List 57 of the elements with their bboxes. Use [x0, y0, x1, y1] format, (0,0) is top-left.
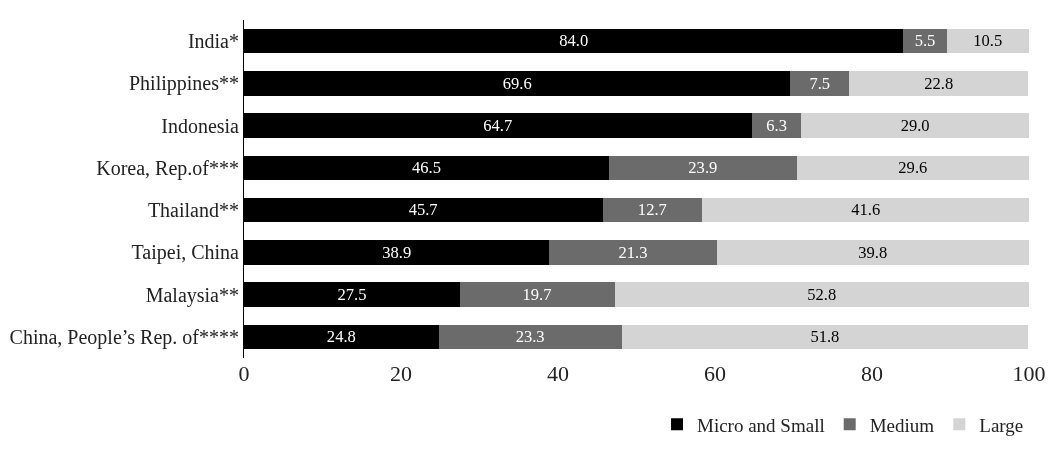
bar — [801, 113, 1029, 138]
y-tick-label: Thailand** — [147, 199, 239, 222]
data-label: 38.9 — [382, 242, 412, 262]
data-label: 23.3 — [515, 327, 545, 347]
y-tick-label: Philippines** — [128, 72, 239, 96]
bar — [790, 71, 850, 96]
y-tick-label: India* — [187, 30, 239, 53]
bar — [621, 324, 1029, 350]
data-label: 24.8 — [326, 327, 356, 347]
data-label: 51.8 — [810, 327, 840, 347]
x-tick-label: 100 — [1012, 361, 1046, 386]
y-tick-label: Indonesia — [161, 114, 240, 137]
data-label: 6.3 — [766, 115, 787, 135]
data-label: 29.0 — [900, 115, 930, 135]
y-tick-label: Korea, Rep.of*** — [96, 156, 239, 180]
bar — [849, 71, 1029, 96]
bar — [459, 282, 615, 307]
data-label: 19.7 — [522, 284, 552, 304]
data-label: 41.6 — [851, 200, 881, 220]
data-label: 27.5 — [337, 284, 367, 304]
data-label: 7.5 — [809, 73, 831, 93]
data-label: 39.8 — [858, 242, 888, 262]
bar — [903, 28, 947, 54]
x-tick-label: 80 — [861, 361, 883, 386]
data-label: 46.5 — [412, 158, 441, 178]
data-label: 21.3 — [618, 242, 648, 262]
data-label: 23.9 — [688, 158, 718, 178]
legend-label: Micro and Small — [697, 414, 825, 436]
bar — [602, 197, 703, 223]
y-tick-label: China, People’s Rep. of**** — [9, 325, 239, 349]
bar — [716, 240, 1029, 265]
bar — [946, 28, 1029, 54]
bar — [614, 282, 1029, 307]
data-label: 64.7 — [483, 115, 513, 135]
x-tick-label: 40 — [547, 361, 569, 386]
bar — [549, 240, 717, 265]
data-label: 52.8 — [807, 284, 837, 304]
y-tick-label: Malaysia** — [145, 283, 239, 307]
x-tick-label: 0 — [238, 361, 250, 386]
data-label: 22.8 — [924, 73, 954, 93]
data-label: 45.7 — [408, 200, 438, 220]
y-tick-label: Taipei, China — [131, 241, 240, 265]
bar — [751, 113, 802, 138]
bar — [438, 324, 622, 350]
data-label: 69.6 — [502, 73, 532, 93]
bar — [702, 197, 1029, 223]
x-tick-label: 60 — [704, 361, 726, 386]
data-label: 84.0 — [559, 31, 589, 51]
data-label: 5.5 — [914, 31, 936, 51]
legend-label: Medium — [869, 414, 935, 436]
legend-label: Large — [979, 414, 1024, 436]
bar — [796, 155, 1029, 181]
data-label: 12.7 — [637, 200, 667, 220]
data-label: 29.6 — [898, 158, 928, 178]
data-label: 10.5 — [973, 31, 1003, 51]
bar — [609, 155, 797, 181]
x-tick-label: 20 — [390, 361, 412, 386]
